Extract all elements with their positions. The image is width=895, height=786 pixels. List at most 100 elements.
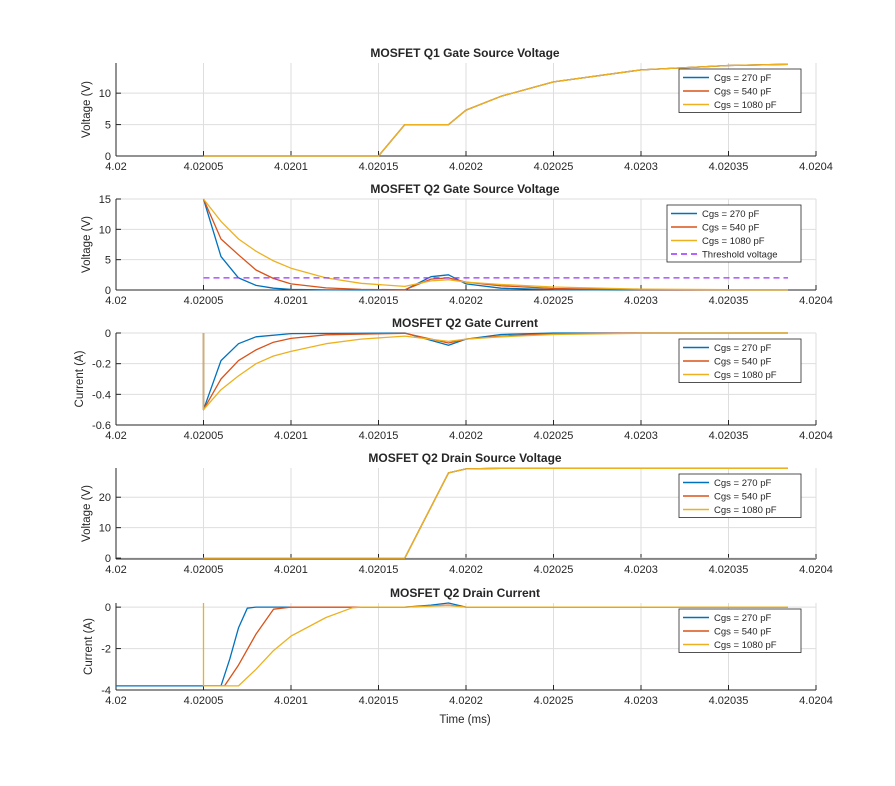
- y-tick-label: -0.2: [92, 359, 111, 371]
- x-tick-label: 4.0203: [624, 564, 658, 576]
- legend-label: Cgs = 270 pF: [702, 209, 759, 220]
- x-tick-label: 4.02025: [534, 430, 574, 442]
- y-tick-label: 10: [99, 224, 111, 236]
- y-tick-label: 0: [105, 602, 111, 614]
- legend-label: Threshold voltage: [702, 250, 778, 261]
- y-tick-label: -0.6: [92, 420, 111, 432]
- x-axis-label: Time (ms): [439, 714, 490, 726]
- x-tick-label: 4.0201: [274, 564, 308, 576]
- legend: Cgs = 270 pF Cgs = 540 pF Cgs = 1080 pF: [678, 68, 802, 113]
- legend-label: Cgs = 270 pF: [714, 73, 771, 84]
- x-tick-label: 4.02: [105, 430, 126, 442]
- subplot-1: 4.02 4.02005 4.0201 4.02015 4.0202 4.02025 4.0…: [81, 46, 833, 173]
- y-tick-label: 0: [105, 553, 111, 565]
- x-tick-label: 4.0203: [624, 295, 658, 307]
- legend-label: Cgs = 270 pF: [714, 613, 771, 624]
- x-tick-label: 4.02005: [184, 564, 224, 576]
- x-tick-label: 4.02: [105, 564, 126, 576]
- x-tick-label: 4.0204: [799, 564, 833, 576]
- x-tick-label: 4.0202: [449, 695, 483, 707]
- x-tick-label: 4.0203: [624, 161, 658, 173]
- legend-label: Cgs = 540 pF: [714, 357, 771, 368]
- subplot-3: 4.02 4.02005 4.0201 4.02015 4.0202 4.02025 4.0…: [74, 316, 833, 442]
- x-tick-label: 4.02015: [359, 564, 399, 576]
- chart-title: MOSFET Q2 Drain Current: [390, 586, 540, 600]
- x-tick-label: 4.02035: [709, 161, 749, 173]
- series-line-3: [202, 603, 788, 687]
- x-tick-label: 4.02035: [709, 564, 749, 576]
- x-tick-label: 4.02035: [709, 295, 749, 307]
- x-tick-label: 4.0204: [799, 695, 833, 707]
- legend-label: Cgs = 1080 pF: [702, 236, 765, 247]
- legend-label: Cgs = 540 pF: [714, 627, 771, 638]
- legend-label: Cgs = 1080 pF: [714, 505, 777, 516]
- chart-title: MOSFET Q1 Gate Source Voltage: [370, 46, 559, 60]
- x-tick-label: 4.0201: [274, 430, 308, 442]
- legend-box: [666, 204, 802, 263]
- x-tick-label: 4.0201: [274, 295, 308, 307]
- x-tick-label: 4.02015: [359, 430, 399, 442]
- x-tick-label: 4.02015: [359, 695, 399, 707]
- x-tick-label: 4.0204: [799, 161, 833, 173]
- y-tick-label: 5: [105, 120, 111, 132]
- x-tick-label: 4.02015: [359, 161, 399, 173]
- x-tick-label: 4.0202: [449, 564, 483, 576]
- legend-label: Cgs = 270 pF: [714, 478, 771, 489]
- y-tick-label: -4: [101, 685, 111, 697]
- y-tick-label: -0.4: [92, 389, 111, 401]
- x-tick-label: 4.0202: [449, 295, 483, 307]
- x-tick-label: 4.0204: [799, 295, 833, 307]
- legend-label: Cgs = 540 pF: [714, 492, 771, 503]
- subplot-4: 4.02 4.02005 4.0201 4.02015 4.0202 4.02025 4.0…: [81, 451, 833, 576]
- x-tick-label: 4.0203: [624, 695, 658, 707]
- series-line-3: [202, 332, 789, 411]
- y-tick-label: 20: [99, 492, 111, 504]
- series-line-2: [202, 198, 789, 291]
- x-tick-label: 4.02: [105, 695, 126, 707]
- legend-label: Cgs = 540 pF: [702, 223, 759, 234]
- series-line-1: [202, 332, 788, 411]
- x-tick-label: 4.02025: [534, 295, 574, 307]
- legend: Cgs = 270 pF Cgs = 540 pF Cgs = 1080 pF: [678, 608, 802, 653]
- subplot-2: 4.02 4.02005 4.0201 4.02015 4.0202 4.02025 4.0…: [81, 182, 833, 307]
- x-tick-label: 4.02: [105, 295, 126, 307]
- series-line-2: [202, 332, 788, 411]
- legend: Cgs = 270 pF Cgs = 540 pF Cgs = 1080 pF Thr…: [666, 204, 802, 263]
- y-tick-label: 10: [99, 523, 111, 535]
- y-axis-label: Voltage (V): [81, 485, 93, 542]
- x-tick-label: 4.02025: [534, 161, 574, 173]
- x-tick-label: 4.02035: [709, 695, 749, 707]
- legend-label: Cgs = 1080 pF: [714, 640, 777, 651]
- x-tick-label: 4.02005: [184, 161, 224, 173]
- x-tick-label: 4.02025: [534, 564, 574, 576]
- y-axis-label: Voltage (V): [81, 216, 93, 273]
- x-tick-label: 4.0202: [449, 430, 483, 442]
- chart-title: MOSFET Q2 Drain Source Voltage: [368, 451, 561, 465]
- chart-title: MOSFET Q2 Gate Current: [392, 316, 538, 330]
- legend: Cgs = 270 pF Cgs = 540 pF Cgs = 1080 pF: [678, 338, 802, 383]
- x-tick-label: 4.02005: [184, 695, 224, 707]
- y-tick-label: -2: [101, 644, 111, 656]
- x-tick-label: 4.02005: [184, 295, 224, 307]
- x-tick-label: 4.0203: [624, 430, 658, 442]
- series-line-3: [203, 63, 789, 157]
- y-tick-label: 15: [99, 194, 111, 206]
- y-tick-label: 0: [105, 285, 111, 297]
- series-line-3: [203, 467, 788, 559]
- x-tick-label: 4.0201: [274, 695, 308, 707]
- y-tick-label: 0: [105, 151, 111, 163]
- y-tick-label: 10: [99, 88, 111, 100]
- x-tick-label: 4.0204: [799, 430, 833, 442]
- legend-label: Cgs = 1080 pF: [714, 100, 777, 111]
- y-axis-label: Current (A): [83, 618, 95, 675]
- legend-label: Cgs = 1080 pF: [714, 370, 777, 381]
- x-tick-label: 4.02015: [359, 295, 399, 307]
- x-tick-label: 4.0201: [274, 161, 308, 173]
- x-tick-label: 4.02: [105, 161, 126, 173]
- x-tick-label: 4.0202: [449, 161, 483, 173]
- series-line-3: [202, 198, 789, 291]
- y-tick-label: 0: [105, 328, 111, 340]
- chart-title: MOSFET Q2 Gate Source Voltage: [370, 182, 559, 196]
- legend: Cgs = 270 pF Cgs = 540 pF Cgs = 1080 pF: [678, 473, 802, 518]
